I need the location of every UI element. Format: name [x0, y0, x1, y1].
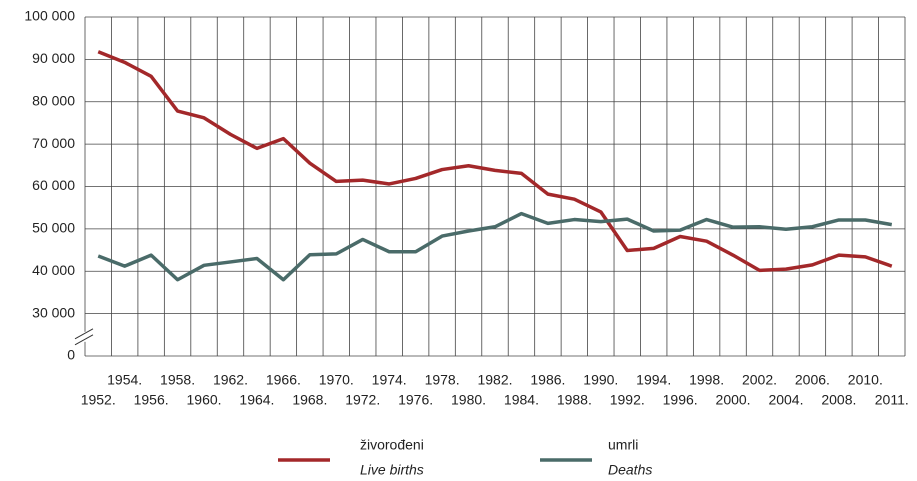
- x-tick-label: 1996.: [663, 392, 698, 408]
- x-tick-label: 1992.: [610, 392, 645, 408]
- y-tick-label: 50 000: [32, 220, 75, 236]
- legend-label: umrli: [608, 437, 638, 453]
- x-tick-label: 1956.: [134, 392, 169, 408]
- x-tick-label: 1976.: [398, 392, 433, 408]
- x-tick-label: 2011.: [875, 392, 909, 408]
- x-tick-label: 2010.: [848, 372, 883, 388]
- legend-label-en: Deaths: [608, 462, 652, 478]
- x-tick-label: 2008.: [821, 392, 856, 408]
- x-tick-label: 1958.: [160, 372, 195, 388]
- y-tick-label: 80 000: [32, 92, 75, 108]
- axis-break: [74, 328, 94, 340]
- x-tick-label: 2006.: [795, 372, 830, 388]
- x-tick-label: 1982.: [477, 372, 512, 388]
- x-tick-label: 1972.: [345, 392, 380, 408]
- x-tick-label: 1978.: [425, 372, 460, 388]
- x-tick-label: 1984.: [504, 392, 539, 408]
- x-tick-label: 1964.: [239, 392, 274, 408]
- x-tick-label: 1952.: [81, 392, 116, 408]
- x-tick-label: 1994.: [636, 372, 671, 388]
- x-tick-label: 1990.: [583, 372, 618, 388]
- x-tick-label: 1968.: [292, 392, 327, 408]
- y-tick-label: 0: [67, 347, 75, 363]
- legend-label-en: Live births: [360, 462, 424, 478]
- x-tick-label: 1966.: [266, 372, 301, 388]
- y-tick-label: 70 000: [32, 135, 75, 151]
- legend-label: živorođeni: [360, 437, 424, 453]
- y-tick-label: 60 000: [32, 177, 75, 193]
- x-tick-label: 1960.: [187, 392, 222, 408]
- x-tick-label: 2000.: [716, 392, 751, 408]
- y-tick-label: 40 000: [32, 262, 75, 278]
- x-tick-label: 1998.: [689, 372, 724, 388]
- x-tick-label: 1974.: [372, 372, 407, 388]
- x-tick-label: 1988.: [557, 392, 592, 408]
- y-tick-label: 100 000: [24, 8, 75, 24]
- x-tick-label: 2002.: [742, 372, 777, 388]
- x-tick-label: 1962.: [213, 372, 248, 388]
- x-tick-label: 1986.: [530, 372, 565, 388]
- y-tick-label: 30 000: [32, 304, 75, 320]
- x-tick-label: 1980.: [451, 392, 486, 408]
- axis-break: [74, 334, 94, 346]
- y-tick-label: 90 000: [32, 50, 75, 66]
- series-line: [97, 211, 893, 282]
- axis-break-gap: [77, 331, 91, 342]
- series-line: [97, 50, 893, 273]
- x-tick-label: 1954.: [107, 372, 142, 388]
- x-tick-label: 2004.: [768, 392, 803, 408]
- x-tick-label: 1970.: [319, 372, 354, 388]
